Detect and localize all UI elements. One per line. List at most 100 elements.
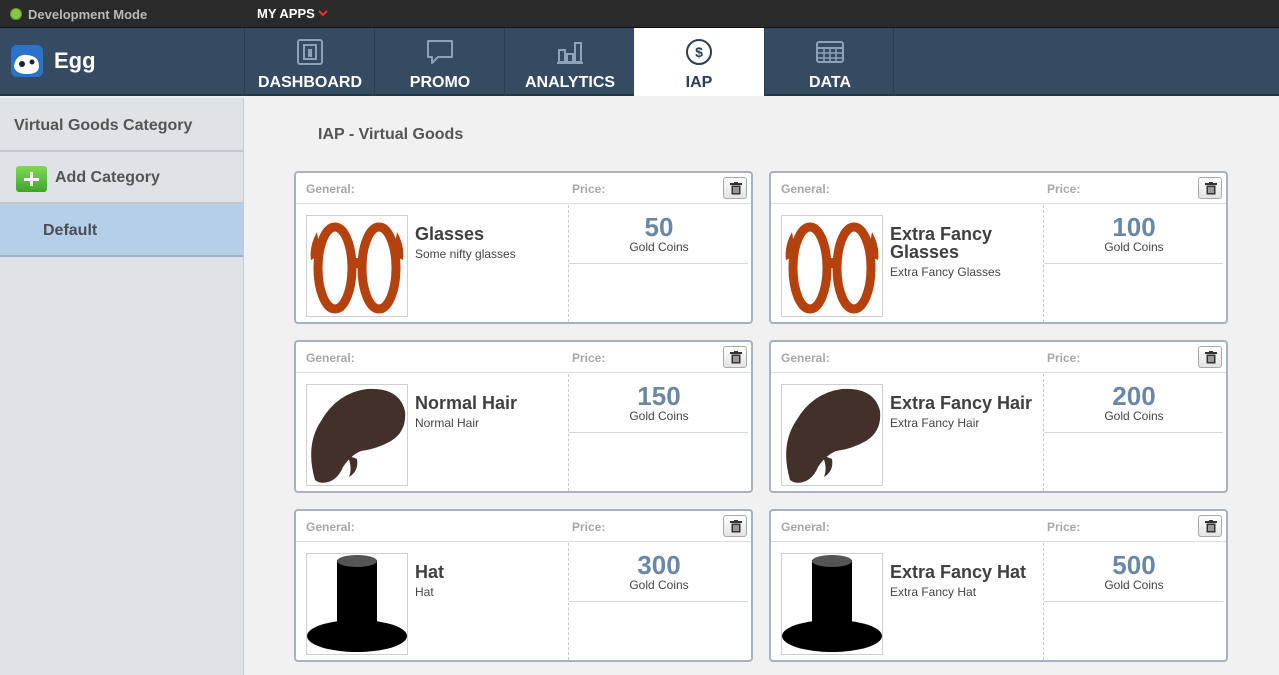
item-image[interactable] bbox=[781, 215, 883, 317]
item-name: Glasses bbox=[415, 224, 485, 244]
tab-label: IAP bbox=[685, 74, 713, 91]
sidebar-item-default[interactable]: Default bbox=[0, 204, 243, 257]
item-card-glasses[interactable]: General: Price: Glasses Some nifty glass… bbox=[294, 171, 753, 324]
item-description: Extra Fancy Hair bbox=[890, 416, 980, 430]
price-currency: Gold Coins bbox=[629, 578, 689, 592]
hair-icon bbox=[786, 388, 881, 483]
item-description: Extra Fancy Glasses bbox=[890, 265, 1001, 279]
item-description: Extra Fancy Hat bbox=[890, 585, 977, 599]
item-card-normal-hair[interactable]: General: Price: Normal Hair Normal Hair … bbox=[294, 340, 753, 493]
divider bbox=[1044, 432, 1223, 433]
tab-label: ANALYTICS bbox=[524, 74, 616, 91]
tab-label: DASHBOARD bbox=[258, 74, 362, 91]
sidebar-item-label: Default bbox=[43, 222, 98, 239]
divider bbox=[569, 263, 748, 264]
general-header: General: bbox=[781, 351, 830, 365]
sidebar: Virtual Goods Category Add Category Defa… bbox=[0, 98, 244, 675]
price-currency: Gold Coins bbox=[1104, 578, 1164, 592]
item-card-extra-fancy-hair[interactable]: General: Price: Extra Fancy Hair Extra F… bbox=[769, 340, 1228, 493]
item-description: Normal Hair bbox=[415, 416, 480, 430]
general-header: General: bbox=[781, 182, 830, 196]
price-header: Price: bbox=[1047, 520, 1081, 534]
item-card-extra-fancy-glasses[interactable]: General: Price: Extra Fancy Glasses Extr… bbox=[769, 171, 1228, 324]
delete-button[interactable] bbox=[1198, 346, 1222, 368]
delete-button[interactable] bbox=[1198, 177, 1222, 199]
chevron-down-icon[interactable] bbox=[318, 8, 328, 18]
item-description: Hat bbox=[415, 585, 434, 599]
item-card-extra-fancy-hat[interactable]: General: Price: Extra Fancy Hat Extra Fa… bbox=[769, 509, 1228, 662]
dollar-icon: $ bbox=[686, 39, 712, 65]
price-currency: Gold Coins bbox=[629, 409, 689, 423]
price-currency: Gold Coins bbox=[629, 240, 689, 254]
column-divider bbox=[568, 205, 569, 322]
tab-data[interactable]: DATA bbox=[764, 28, 894, 96]
general-header: General: bbox=[306, 520, 355, 534]
add-category-button[interactable]: Add Category bbox=[0, 152, 243, 204]
tab-analytics[interactable]: ANALYTICS bbox=[504, 28, 634, 96]
trash-icon bbox=[1205, 182, 1217, 195]
item-image[interactable] bbox=[306, 384, 408, 486]
column-divider bbox=[568, 543, 569, 660]
card-header: General: Price: bbox=[771, 342, 1226, 373]
page-title: IAP - Virtual Goods bbox=[318, 126, 464, 143]
price-header: Price: bbox=[572, 182, 606, 196]
table-icon bbox=[816, 41, 844, 63]
price-value[interactable]: 300 bbox=[637, 550, 681, 580]
price-header: Price: bbox=[1047, 182, 1081, 196]
tab-divider bbox=[893, 28, 894, 96]
trash-icon bbox=[1205, 351, 1217, 364]
my-apps-menu[interactable]: MY APPS bbox=[257, 6, 315, 21]
general-header: General: bbox=[306, 351, 355, 365]
dev-mode-label: Development Mode bbox=[28, 7, 148, 22]
status-dot-icon bbox=[10, 8, 22, 20]
app-name[interactable]: Egg bbox=[54, 48, 96, 73]
item-image[interactable] bbox=[781, 553, 883, 655]
price-value[interactable]: 200 bbox=[1112, 381, 1156, 411]
glasses-icon bbox=[785, 222, 879, 314]
tab-promo[interactable]: PROMO bbox=[374, 28, 504, 96]
price-header: Price: bbox=[572, 520, 606, 534]
delete-button[interactable] bbox=[723, 177, 747, 199]
tab-label: DATA bbox=[808, 74, 852, 91]
column-divider bbox=[568, 374, 569, 491]
price-value[interactable]: 500 bbox=[1112, 550, 1156, 580]
sidebar-heading-label: Virtual Goods Category bbox=[14, 117, 193, 134]
top-hat-icon bbox=[782, 555, 882, 652]
delete-button[interactable] bbox=[723, 346, 747, 368]
item-image[interactable] bbox=[306, 553, 408, 655]
column-divider bbox=[1043, 543, 1044, 660]
price-header: Price: bbox=[1047, 351, 1081, 365]
top-hat-icon bbox=[307, 555, 407, 652]
delete-button[interactable] bbox=[1198, 515, 1222, 537]
trash-icon bbox=[730, 520, 742, 533]
delete-button[interactable] bbox=[723, 515, 747, 537]
svg-text:$: $ bbox=[695, 44, 703, 60]
tab-iap[interactable]: $ IAP bbox=[634, 28, 764, 96]
general-header: General: bbox=[781, 520, 830, 534]
card-header: General: Price: bbox=[771, 173, 1226, 204]
card-header: General: Price: bbox=[296, 342, 751, 373]
dashboard-icon bbox=[297, 39, 323, 65]
dev-bar: Development Mode MY APPS bbox=[0, 0, 1279, 28]
chat-bubble-icon bbox=[427, 40, 453, 64]
plus-icon bbox=[16, 166, 47, 192]
item-description: Some nifty glasses bbox=[415, 247, 516, 261]
item-image[interactable] bbox=[306, 215, 408, 317]
price-value[interactable]: 100 bbox=[1112, 212, 1156, 242]
sidebar-heading: Virtual Goods Category bbox=[0, 98, 243, 152]
tab-label: PROMO bbox=[409, 74, 471, 91]
tab-dashboard[interactable]: DASHBOARD bbox=[244, 28, 374, 96]
item-image[interactable] bbox=[781, 384, 883, 486]
bar-chart-icon bbox=[557, 42, 583, 64]
price-value[interactable]: 150 bbox=[637, 381, 681, 411]
item-name: Extra Fancy Hat bbox=[890, 562, 1027, 582]
item-card-hat[interactable]: General: Price: Hat Hat 300 Gold Coins bbox=[294, 509, 753, 662]
column-divider bbox=[1043, 374, 1044, 491]
item-name: Extra Fancy Hair bbox=[890, 393, 1033, 413]
hair-icon bbox=[311, 388, 406, 483]
price-value[interactable]: 50 bbox=[644, 212, 674, 242]
price-currency: Gold Coins bbox=[1104, 240, 1164, 254]
divider bbox=[1044, 263, 1223, 264]
item-name: Extra Fancy Glasses bbox=[890, 224, 993, 262]
app-logo-icon bbox=[11, 45, 43, 77]
